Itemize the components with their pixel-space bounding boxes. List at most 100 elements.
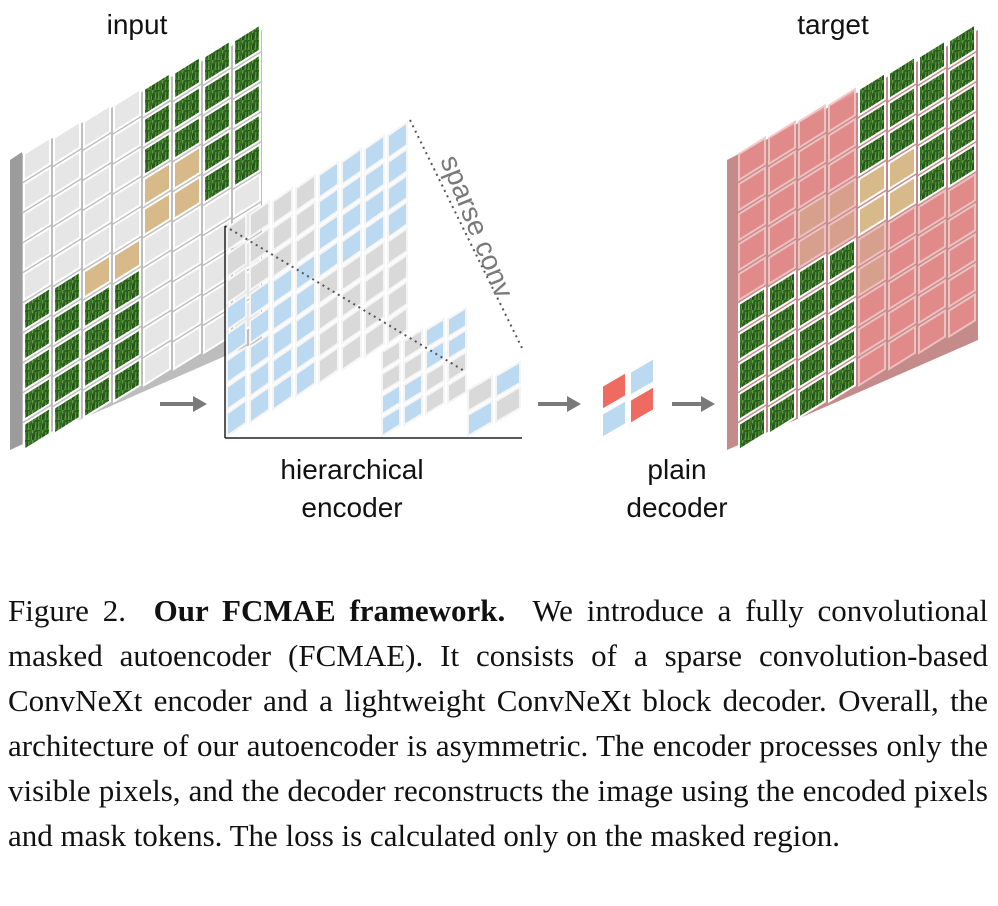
caption-title: Our FCMAE framework. xyxy=(153,593,506,628)
masked-patch xyxy=(143,311,171,358)
visible-patch xyxy=(858,191,886,238)
masked-patch xyxy=(113,117,141,164)
reconstructed-masked-patch xyxy=(738,255,766,302)
visible-patch xyxy=(23,375,51,422)
masked-feature-block xyxy=(467,374,493,413)
sparse-conv-label: sparse conv xyxy=(434,151,519,303)
visible-patch xyxy=(83,253,111,300)
encoded-feature-block xyxy=(272,371,293,412)
encoded-feature-block xyxy=(318,160,339,200)
hierarchical-encoder xyxy=(224,119,523,439)
encoded-feature-block xyxy=(387,120,408,161)
masked-patch xyxy=(143,251,171,298)
mask-token-block xyxy=(629,384,655,426)
visible-patch xyxy=(83,313,111,360)
visible-patch xyxy=(918,98,946,145)
visible-patch xyxy=(83,343,111,390)
visible-patch xyxy=(918,68,946,115)
encoded-feature-block xyxy=(318,239,339,280)
visible-patch xyxy=(858,71,886,118)
reconstructed-masked-patch xyxy=(738,165,766,212)
masked-feature-block xyxy=(425,361,445,394)
encoded-feature-block xyxy=(381,405,401,438)
reconstructed-masked-patch xyxy=(738,135,766,182)
visible-patch xyxy=(888,84,916,131)
masked-feature-block xyxy=(318,345,339,386)
visible-patch xyxy=(113,327,141,374)
reconstructed-masked-patch xyxy=(798,103,826,150)
masked-feature-block xyxy=(318,292,339,333)
reconstructed-masked-patch xyxy=(738,195,766,242)
visible-patch xyxy=(233,82,261,129)
visible-patch xyxy=(798,283,826,330)
visible-patch xyxy=(798,373,826,420)
visible-patch xyxy=(888,144,916,191)
reconstructed-masked-patch xyxy=(858,221,886,268)
masked-feature-block xyxy=(425,383,445,416)
visible-patch xyxy=(888,114,916,161)
visible-patch xyxy=(738,345,766,392)
visible-patch xyxy=(53,329,81,376)
encoded-feature-block xyxy=(341,146,362,187)
masked-feature-block xyxy=(318,266,339,306)
encoded-feature-block xyxy=(425,317,445,350)
visible-patch xyxy=(173,174,201,221)
encoded-feature-block xyxy=(387,199,408,240)
reconstructed-masked-patch xyxy=(798,133,826,180)
masked-patch xyxy=(113,87,141,134)
masked-feature-block xyxy=(387,279,408,320)
visible-patch xyxy=(798,253,826,300)
visible-patch xyxy=(858,101,886,148)
encoded-feature-block xyxy=(495,360,521,399)
visible-patch xyxy=(173,114,201,161)
encoded-feature-block xyxy=(425,339,445,372)
visible-patch xyxy=(948,52,976,99)
visible-patch xyxy=(888,54,916,101)
caption-body: We introduce a fully convolutional maske… xyxy=(8,593,988,853)
reconstructed-masked-patch xyxy=(828,207,856,254)
reconstructed-masked-patch xyxy=(858,281,886,328)
masked-feature-block xyxy=(272,186,293,227)
masked-patch xyxy=(143,221,171,268)
visible-patch xyxy=(948,22,976,69)
masked-feature-block xyxy=(295,199,316,240)
encoded-feature-block xyxy=(249,358,270,399)
encoded-feature-block xyxy=(295,305,316,346)
masked-feature-block xyxy=(249,226,270,266)
visible-patch xyxy=(948,142,976,189)
caption-prefix: Figure 2. xyxy=(8,593,126,628)
visible-patch xyxy=(233,22,261,69)
visible-patch xyxy=(23,405,51,452)
reconstructed-masked-patch xyxy=(768,149,796,196)
visible-patch xyxy=(948,112,976,159)
reconstructed-masked-patch xyxy=(858,341,886,388)
masked-patch xyxy=(53,119,81,166)
masked-feature-block xyxy=(272,212,293,253)
masked-feature-block xyxy=(226,239,247,279)
masked-patch xyxy=(113,207,141,254)
encoded-feature-block xyxy=(387,146,408,187)
masked-patch xyxy=(173,264,201,311)
input-label: input xyxy=(107,9,168,40)
masked-patch xyxy=(173,204,201,251)
reconstructed-masked-patch xyxy=(888,204,916,251)
visible-patch xyxy=(113,237,141,284)
masked-feature-block xyxy=(341,332,362,372)
reconstructed-masked-patch xyxy=(948,262,976,309)
reconstructed-masked-patch xyxy=(828,177,856,224)
reconstructed-masked-patch xyxy=(768,209,796,256)
encoded-feature-block xyxy=(601,398,627,440)
visible-patch xyxy=(738,375,766,422)
masked-patch xyxy=(203,248,231,295)
encoded-feature-block xyxy=(249,385,270,425)
masked-patch xyxy=(83,163,111,210)
target-label: target xyxy=(797,9,869,40)
reconstructed-masked-patch xyxy=(828,147,856,194)
reconstructed-masked-patch xyxy=(798,163,826,210)
encoded-feature-block xyxy=(272,292,293,333)
encoded-feature-block xyxy=(447,306,467,339)
reconstructed-masked-patch xyxy=(768,179,796,226)
encoded-feature-block xyxy=(364,133,385,174)
reconstructed-masked-patch xyxy=(948,292,976,339)
encoded-feature-block xyxy=(295,332,316,372)
